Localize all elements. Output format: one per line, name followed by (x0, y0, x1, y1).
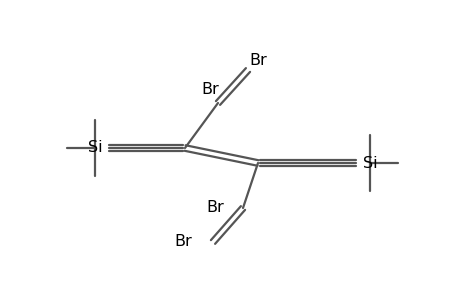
Text: Si: Si (362, 155, 376, 170)
Text: Br: Br (206, 200, 224, 214)
Text: Br: Br (249, 52, 266, 68)
Text: Br: Br (201, 82, 218, 97)
Text: Si: Si (88, 140, 102, 155)
Text: Br: Br (174, 235, 191, 250)
